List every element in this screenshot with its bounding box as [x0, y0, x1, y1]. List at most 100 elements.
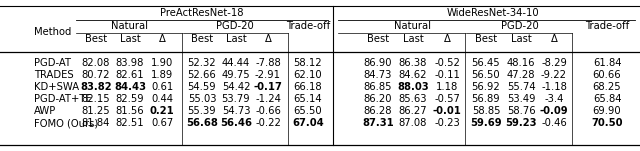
- Text: 69.90: 69.90: [593, 106, 621, 116]
- Text: -1.24: -1.24: [255, 94, 281, 104]
- Text: 60.66: 60.66: [593, 70, 621, 80]
- Text: 62.10: 62.10: [294, 70, 323, 80]
- Text: -0.66: -0.66: [255, 106, 281, 116]
- Text: Best: Best: [85, 34, 107, 44]
- Text: PreActResNet-18: PreActResNet-18: [160, 8, 244, 18]
- Text: -0.57: -0.57: [434, 94, 460, 104]
- Text: 87.31: 87.31: [362, 118, 394, 128]
- Text: PGD-20: PGD-20: [216, 21, 254, 31]
- Text: 52.66: 52.66: [188, 70, 216, 80]
- Text: FOMO (Ours): FOMO (Ours): [34, 118, 99, 128]
- Text: -0.17: -0.17: [253, 82, 282, 92]
- Text: 0.67: 0.67: [151, 118, 173, 128]
- Text: 86.20: 86.20: [364, 94, 392, 104]
- Text: 83.98: 83.98: [116, 58, 144, 68]
- Text: 81.25: 81.25: [82, 106, 110, 116]
- Text: 83.82: 83.82: [80, 82, 112, 92]
- Text: 48.16: 48.16: [507, 58, 535, 68]
- Text: WideResNet-34-10: WideResNet-34-10: [446, 8, 539, 18]
- Text: Δ: Δ: [444, 34, 451, 44]
- Text: Last: Last: [120, 34, 140, 44]
- Text: 54.73: 54.73: [221, 106, 250, 116]
- Text: KD+SWA: KD+SWA: [34, 82, 79, 92]
- Text: 52.32: 52.32: [188, 58, 216, 68]
- Text: 86.28: 86.28: [364, 106, 392, 116]
- Text: 84.62: 84.62: [399, 70, 428, 80]
- Text: -9.22: -9.22: [541, 70, 567, 80]
- Text: Last: Last: [226, 34, 246, 44]
- Text: -3.4: -3.4: [544, 94, 564, 104]
- Text: 56.92: 56.92: [472, 82, 500, 92]
- Text: 82.08: 82.08: [82, 58, 110, 68]
- Text: 68.25: 68.25: [593, 82, 621, 92]
- Text: 1.90: 1.90: [151, 58, 173, 68]
- Text: -0.46: -0.46: [541, 118, 567, 128]
- Text: 82.61: 82.61: [116, 70, 144, 80]
- Text: Last: Last: [403, 34, 424, 44]
- Text: -0.23: -0.23: [434, 118, 460, 128]
- Text: Natural: Natural: [111, 21, 147, 31]
- Text: 55.39: 55.39: [188, 106, 216, 116]
- Text: 81.84: 81.84: [82, 118, 110, 128]
- Text: 47.28: 47.28: [507, 70, 535, 80]
- Text: 58.76: 58.76: [507, 106, 535, 116]
- Text: 44.44: 44.44: [222, 58, 250, 68]
- Text: 1.89: 1.89: [151, 70, 173, 80]
- Text: 82.15: 82.15: [82, 94, 110, 104]
- Text: -0.22: -0.22: [255, 118, 281, 128]
- Text: 84.73: 84.73: [364, 70, 392, 80]
- Text: 87.08: 87.08: [399, 118, 427, 128]
- Text: -0.09: -0.09: [540, 106, 568, 116]
- Text: Best: Best: [475, 34, 497, 44]
- Text: Best: Best: [367, 34, 389, 44]
- Text: 85.63: 85.63: [399, 94, 428, 104]
- Text: 59.69: 59.69: [470, 118, 502, 128]
- Text: Method: Method: [34, 27, 72, 37]
- Text: 58.12: 58.12: [294, 58, 323, 68]
- Text: Trade-off: Trade-off: [286, 21, 330, 31]
- Text: 59.23: 59.23: [505, 118, 537, 128]
- Text: -0.01: -0.01: [433, 106, 461, 116]
- Text: 54.42: 54.42: [221, 82, 250, 92]
- Text: Δ: Δ: [264, 34, 271, 44]
- Text: 65.84: 65.84: [593, 94, 621, 104]
- Text: 81.56: 81.56: [116, 106, 144, 116]
- Text: 80.72: 80.72: [82, 70, 110, 80]
- Text: 53.79: 53.79: [221, 94, 250, 104]
- Text: 56.68: 56.68: [186, 118, 218, 128]
- Text: 58.85: 58.85: [472, 106, 500, 116]
- Text: 84.43: 84.43: [114, 82, 146, 92]
- Text: 86.90: 86.90: [364, 58, 392, 68]
- Text: 55.03: 55.03: [188, 94, 216, 104]
- Text: PGD-20: PGD-20: [501, 21, 539, 31]
- Text: 56.45: 56.45: [472, 58, 500, 68]
- Text: AWP: AWP: [34, 106, 56, 116]
- Text: 54.59: 54.59: [188, 82, 216, 92]
- Text: 0.61: 0.61: [151, 82, 173, 92]
- Text: -8.29: -8.29: [541, 58, 567, 68]
- Text: 1.18: 1.18: [436, 82, 458, 92]
- Text: 86.38: 86.38: [399, 58, 427, 68]
- Text: 82.51: 82.51: [116, 118, 144, 128]
- Text: Best: Best: [191, 34, 213, 44]
- Text: Δ: Δ: [550, 34, 557, 44]
- Text: 82.59: 82.59: [116, 94, 144, 104]
- Text: 86.85: 86.85: [364, 82, 392, 92]
- Text: -7.88: -7.88: [255, 58, 281, 68]
- Text: -1.18: -1.18: [541, 82, 567, 92]
- Text: 88.03: 88.03: [397, 82, 429, 92]
- Text: 66.18: 66.18: [294, 82, 323, 92]
- Text: Trade-off: Trade-off: [585, 21, 629, 31]
- Text: 0.44: 0.44: [151, 94, 173, 104]
- Text: 70.50: 70.50: [591, 118, 623, 128]
- Text: PGD-AT+TE: PGD-AT+TE: [34, 94, 92, 104]
- Text: 56.46: 56.46: [220, 118, 252, 128]
- Text: 55.74: 55.74: [507, 82, 535, 92]
- Text: 0.21: 0.21: [150, 106, 174, 116]
- Text: 61.84: 61.84: [593, 58, 621, 68]
- Text: Last: Last: [511, 34, 531, 44]
- Text: -2.91: -2.91: [255, 70, 281, 80]
- Text: PGD-AT: PGD-AT: [34, 58, 71, 68]
- Text: 53.49: 53.49: [507, 94, 535, 104]
- Text: Natural: Natural: [394, 21, 431, 31]
